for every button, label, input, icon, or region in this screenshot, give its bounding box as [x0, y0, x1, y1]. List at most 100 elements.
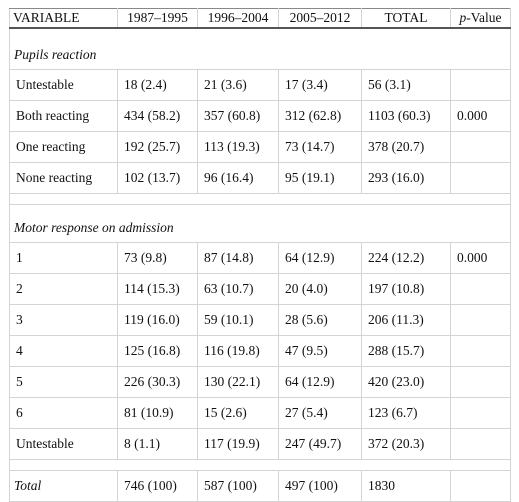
cell: 81 (10.9)	[117, 397, 198, 429]
data-row: Untestable 8 (1.1) 117 (19.9) 247 (49.7) 372…	[9, 428, 511, 460]
cell: 116 (19.8)	[197, 335, 279, 367]
cell: 63 (10.7)	[197, 273, 279, 305]
header-cell: VARIABLE	[9, 8, 118, 29]
data-table: VARIABLE 1987–1995 1996–2004 2005–2012 TOTAL…	[9, 8, 511, 502]
data-row: 4 125 (16.8) 116 (19.8) 47 (9.5) 288 (15.7)	[9, 335, 511, 367]
cell	[450, 366, 511, 398]
cell: Total	[9, 470, 118, 502]
section-row: Pupils reaction	[9, 27, 511, 70]
cell: 123 (6.7)	[361, 397, 451, 429]
cell: One reacting	[9, 131, 118, 163]
cell: None reacting	[9, 162, 118, 194]
cell	[450, 273, 511, 305]
header-italic: p	[459, 10, 467, 25]
cell: 1	[9, 242, 118, 274]
header-cell: 1987–1995	[117, 8, 198, 29]
cell: 125 (16.8)	[117, 335, 198, 367]
data-row: 6 81 (10.9) 15 (2.6) 27 (5.4) 123 (6.7)	[9, 397, 511, 429]
cell: 247 (49.7)	[278, 428, 362, 460]
section-title: Pupils reaction	[9, 27, 511, 70]
cell: 746 (100)	[117, 470, 198, 502]
cell	[450, 470, 511, 502]
cell	[450, 335, 511, 367]
data-row: One reacting 192 (25.7) 113 (19.3) 73 (14.7…	[9, 131, 511, 163]
cell: 434 (58.2)	[117, 100, 198, 132]
cell: 95 (19.1)	[278, 162, 362, 194]
cell: 117 (19.9)	[197, 428, 279, 460]
data-row: 1 73 (9.8) 87 (14.8) 64 (12.9) 224 (12.2) 0.0…	[9, 242, 511, 274]
cell	[450, 69, 511, 101]
cell: 226 (30.3)	[117, 366, 198, 398]
cell: 56 (3.1)	[361, 69, 451, 101]
cell: 2	[9, 273, 118, 305]
cell: 497 (100)	[278, 470, 362, 502]
cell: 8 (1.1)	[117, 428, 198, 460]
data-row: 3 119 (16.0) 59 (10.1) 28 (5.6) 206 (11.3)	[9, 304, 511, 336]
cell: 73 (14.7)	[278, 131, 362, 163]
data-row: 2 114 (15.3) 63 (10.7) 20 (4.0) 197 (10.8)	[9, 273, 511, 305]
cell	[450, 397, 511, 429]
cell: 3	[9, 304, 118, 336]
data-row: Untestable 18 (2.4) 21 (3.6) 17 (3.4) 56 (3.…	[9, 69, 511, 101]
cell: 372 (20.3)	[361, 428, 451, 460]
cell	[450, 162, 511, 194]
cell: 119 (16.0)	[117, 304, 198, 336]
cell: 5	[9, 366, 118, 398]
total-row: Total 746 (100) 587 (100) 497 (100) 1830	[9, 470, 511, 502]
cell: 288 (15.7)	[361, 335, 451, 367]
cell: 28 (5.6)	[278, 304, 362, 336]
cell: 1103 (60.3)	[361, 100, 451, 132]
cell: 197 (10.8)	[361, 273, 451, 305]
cell: 96 (16.4)	[197, 162, 279, 194]
cell: 59 (10.1)	[197, 304, 279, 336]
cell: Untestable	[9, 428, 118, 460]
cell: 113 (19.3)	[197, 131, 279, 163]
cell: 21 (3.6)	[197, 69, 279, 101]
cell: 27 (5.4)	[278, 397, 362, 429]
page: VARIABLE 1987–1995 1996–2004 2005–2012 TOTAL…	[9, 8, 511, 502]
header-row: VARIABLE 1987–1995 1996–2004 2005–2012 TOTAL…	[9, 8, 511, 29]
cell: 15 (2.6)	[197, 397, 279, 429]
header-cell: TOTAL	[361, 8, 451, 29]
cell: 64 (12.9)	[278, 242, 362, 274]
spacer-row	[9, 459, 511, 471]
cell: 6	[9, 397, 118, 429]
cell: 192 (25.7)	[117, 131, 198, 163]
header-cell: p-Value	[450, 8, 511, 29]
cell: 18 (2.4)	[117, 69, 198, 101]
header-text: -Value	[466, 10, 502, 25]
cell	[450, 428, 511, 460]
cell: 420 (23.0)	[361, 366, 451, 398]
cell: 312 (62.8)	[278, 100, 362, 132]
data-row: Both reacting 434 (58.2) 357 (60.8) 312 (62…	[9, 100, 511, 132]
data-row: 5 226 (30.3) 130 (22.1) 64 (12.9) 420 (23.0)	[9, 366, 511, 398]
cell: 0.000	[450, 242, 511, 274]
spacer	[9, 459, 511, 471]
cell: 64 (12.9)	[278, 366, 362, 398]
cell: Both reacting	[9, 100, 118, 132]
header-cell: 1996–2004	[197, 8, 279, 29]
cell: 293 (16.0)	[361, 162, 451, 194]
cell: 4	[9, 335, 118, 367]
cell: 0.000	[450, 100, 511, 132]
header-cell: 2005–2012	[278, 8, 362, 29]
cell: 357 (60.8)	[197, 100, 279, 132]
cell: 87 (14.8)	[197, 242, 279, 274]
section-row: Motor response on admission	[9, 204, 511, 243]
cell	[450, 304, 511, 336]
cell: 1830	[361, 470, 451, 502]
spacer	[9, 193, 511, 205]
cell: 17 (3.4)	[278, 69, 362, 101]
section-title: Motor response on admission	[9, 204, 511, 243]
table-body: VARIABLE 1987–1995 1996–2004 2005–2012 TOTAL…	[9, 8, 511, 502]
cell: 47 (9.5)	[278, 335, 362, 367]
cell: 224 (12.2)	[361, 242, 451, 274]
cell: Untestable	[9, 69, 118, 101]
cell: 73 (9.8)	[117, 242, 198, 274]
cell: 130 (22.1)	[197, 366, 279, 398]
data-row: None reacting 102 (13.7) 96 (16.4) 95 (19.1…	[9, 162, 511, 194]
cell: 378 (20.7)	[361, 131, 451, 163]
cell: 114 (15.3)	[117, 273, 198, 305]
cell	[450, 131, 511, 163]
spacer-row	[9, 193, 511, 205]
